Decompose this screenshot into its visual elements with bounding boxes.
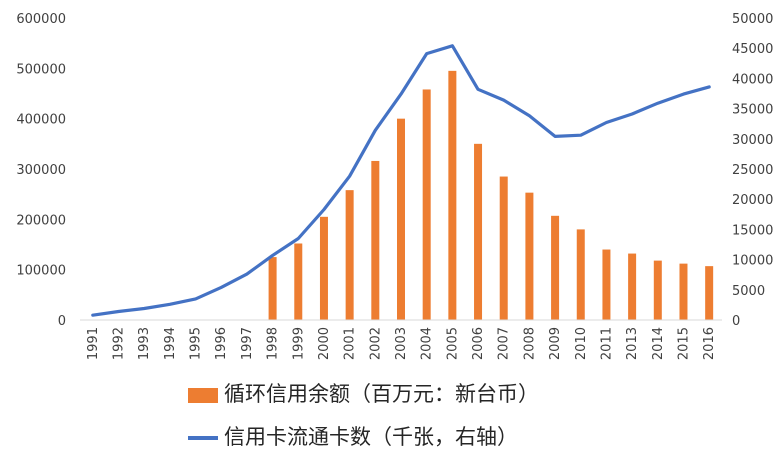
- x-axis-tick-label: 2016: [702, 327, 717, 360]
- right-axis-tick-label: 20000: [732, 193, 773, 208]
- x-axis-tick-label: 1992: [112, 327, 127, 360]
- bar: [602, 249, 611, 320]
- line-series-path: [91, 44, 711, 317]
- bar: [319, 216, 328, 320]
- left-axis-tick-label: 400000: [16, 113, 66, 128]
- bar: [294, 243, 303, 320]
- x-axis-tick-label: 2006: [471, 327, 486, 360]
- x-axis-ticks: 1991 1992 1993 1994 1995 1996 1997 1998 1999 2000…: [86, 327, 717, 360]
- bar: [474, 143, 483, 320]
- legend-item-line: 信用卡流通卡数（千张，右轴）: [188, 421, 518, 451]
- bar: [525, 192, 534, 320]
- bar: [448, 70, 457, 320]
- bar: [371, 160, 380, 320]
- right-axis-ticks: 0 5000 10000 15000 20000 25000 30000 35000 40000…: [732, 12, 773, 329]
- x-axis-tick-label: 2004: [420, 327, 435, 360]
- bar: [499, 176, 508, 320]
- bar: [705, 266, 714, 320]
- x-axis-tick-label: 2002: [368, 327, 383, 360]
- legend-item-bar: 循环信用余额（百万元：新台币）: [188, 378, 539, 408]
- bar-series: [268, 70, 714, 321]
- right-axis-tick-label: 45000: [732, 42, 773, 57]
- legend-bar-label: 循环信用余额（百万元：新台币）: [224, 382, 539, 406]
- x-axis-tick-label: 2010: [574, 327, 589, 360]
- left-axis-tick-label: 100000: [16, 264, 66, 279]
- x-axis-tick-label: 2001: [343, 327, 358, 360]
- x-axis-tick-label: 1993: [137, 327, 152, 360]
- right-axis-tick-label: 50000: [732, 12, 773, 27]
- x-axis-tick-label: 2007: [497, 327, 512, 360]
- left-axis-tick-label: 0: [58, 314, 66, 329]
- x-axis-tick-label: 2009: [548, 327, 563, 360]
- x-axis-tick-label: 2015: [676, 327, 691, 360]
- bar: [397, 118, 405, 321]
- legend-line-label: 信用卡流通卡数（千张，右轴）: [224, 425, 518, 449]
- x-axis-tick-label: 1998: [266, 327, 281, 360]
- bar: [422, 89, 431, 321]
- left-axis-tick-label: 600000: [16, 12, 66, 27]
- right-axis-tick-label: 25000: [732, 163, 773, 178]
- x-axis-tick-label: 1996: [214, 327, 229, 360]
- left-axis-tick-label: 200000: [16, 213, 66, 228]
- right-axis-tick-label: 15000: [732, 223, 773, 238]
- bar: [268, 257, 277, 320]
- x-axis-tick-label: 2013: [625, 327, 640, 360]
- left-axis-tick-label: 300000: [16, 163, 66, 178]
- x-axis-tick-label: 2000: [317, 327, 332, 360]
- x-axis-tick-label: 1997: [240, 327, 255, 360]
- combo-chart: 0 100000 200000 300000 400000 500000 600000 0 5…: [16, 12, 773, 360]
- bar: [653, 260, 662, 320]
- x-axis-tick-label: 1999: [291, 327, 306, 360]
- x-axis-tick-label: 2014: [651, 327, 666, 360]
- bar: [345, 190, 354, 320]
- x-axis-tick-label: 1994: [163, 327, 178, 360]
- right-axis-tick-label: 5000: [732, 284, 765, 299]
- bar: [679, 263, 688, 320]
- bar: [576, 229, 585, 320]
- bar: [628, 253, 637, 320]
- right-axis-tick-label: 30000: [732, 133, 773, 148]
- left-axis-tick-label: 500000: [16, 62, 66, 77]
- x-axis-tick-label: 2003: [394, 327, 409, 360]
- bar: [551, 215, 560, 320]
- x-axis-tick-label: 2011: [599, 327, 614, 360]
- left-axis-ticks: 0 100000 200000 300000 400000 500000 600000: [16, 12, 66, 329]
- x-axis-tick-label: 1991: [86, 327, 101, 360]
- x-axis-tick-label: 1995: [189, 327, 204, 360]
- legend-line-swatch: [188, 436, 218, 440]
- x-axis-tick-label: 2008: [522, 327, 537, 360]
- x-axis-tick-label: 2005: [445, 327, 460, 360]
- right-axis-tick-label: 10000: [732, 254, 773, 269]
- right-axis-tick-label: 35000: [732, 103, 773, 118]
- right-axis-tick-label: 0: [732, 314, 740, 329]
- right-axis-tick-label: 40000: [732, 72, 773, 87]
- legend-bar-swatch: [188, 387, 218, 403]
